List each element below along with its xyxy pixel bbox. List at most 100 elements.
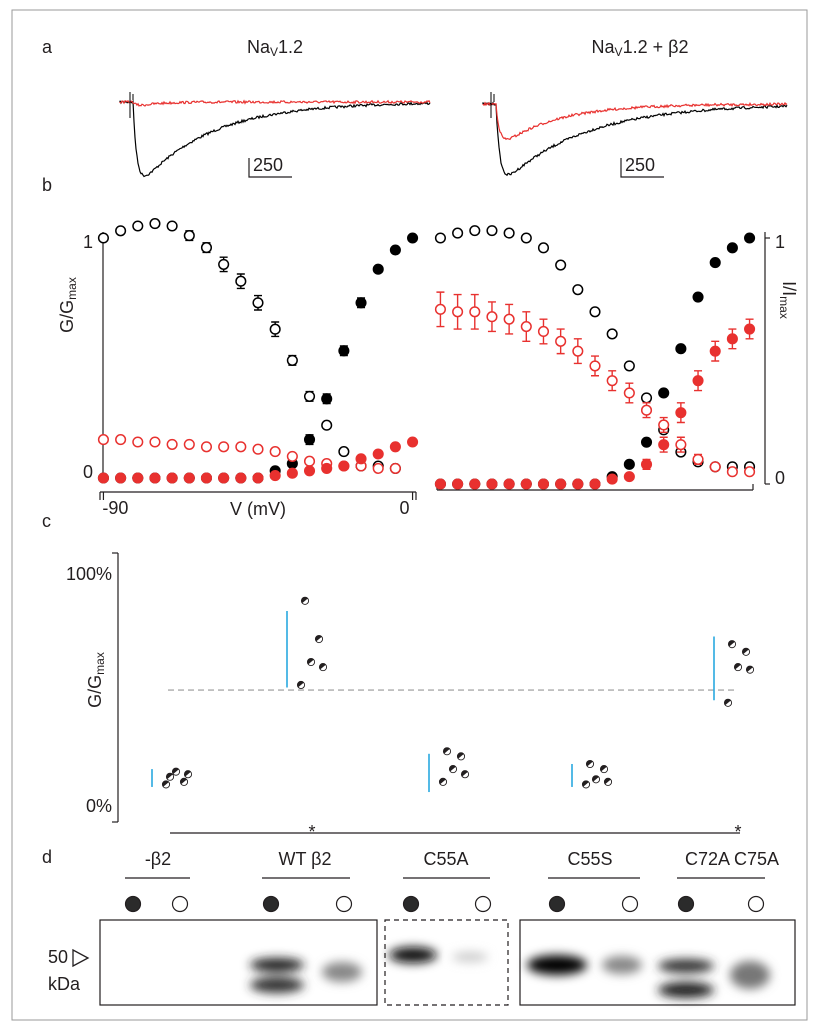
data-point [133,473,143,483]
data-point [573,346,583,356]
lane-label: C55S [567,849,612,869]
data-point [167,440,177,450]
data-point [202,473,212,483]
panel-label: a [42,37,53,57]
data-point [288,356,298,366]
mw-arrow [73,950,88,966]
data-point [728,243,738,253]
scale-label: 250 [625,155,655,175]
data-point [522,322,532,332]
blot-frame [100,920,377,1005]
data-point [676,344,686,354]
data-point [453,307,463,317]
y-tick-label: 0 [775,468,785,488]
panel-label: c [42,511,51,531]
data-point [116,473,126,483]
panel-label: d [42,847,52,867]
title-part: 1.2 + β2 [623,37,689,57]
data-point [556,479,566,489]
data-point [693,292,703,302]
data-point [676,408,686,418]
data-point [590,307,600,317]
data-point [522,479,532,489]
data-point [539,243,549,253]
data-point [236,442,246,452]
data-point [99,233,109,243]
data-point [219,442,229,452]
y-tick-label: 1 [775,232,785,252]
lane-markers [126,897,764,912]
data-point [556,337,566,347]
data-point [487,312,497,322]
lane-label: C72A C75A [685,849,779,869]
data-point [590,361,600,371]
data-point [288,468,298,478]
data-point [453,479,463,489]
data-point [642,405,652,415]
data-point [391,464,401,474]
data-point [436,233,446,243]
data-point [642,460,652,470]
data-point [728,334,738,344]
data-point [539,327,549,337]
data-point [391,442,401,452]
data-point [167,473,177,483]
data-point [504,314,514,324]
title-sub: V [615,45,623,59]
data-point [590,479,600,489]
data-point [305,456,315,466]
data-point [745,233,755,243]
data-point [202,243,212,253]
data-point [710,346,720,356]
data-point [373,449,383,459]
label-part: G/G [57,300,77,333]
data-point [236,473,246,483]
data-point [133,221,143,231]
blot-frame [385,920,508,1005]
x-tick-label: -90 [102,498,128,518]
label-sub: max [93,652,107,675]
y-tick-label: 0 [83,462,93,482]
data-point [504,228,514,238]
data-point [305,466,315,476]
y-axis-label: G/Gmax [57,277,79,333]
data-point [470,307,480,317]
data-point [642,393,652,403]
data-point [356,298,366,308]
data-point [305,392,315,402]
data-point [270,324,280,334]
bands [250,947,770,998]
significance-mark: * [308,822,315,842]
data-point [676,440,686,450]
data-point [607,474,617,484]
data-point [322,420,332,430]
current-traces [120,92,787,177]
title-sub: V [270,45,278,59]
data-point [185,231,195,241]
blot-image [100,920,795,1005]
data-point [710,462,720,472]
data-point [408,437,418,447]
data-point [253,473,263,483]
data-point [625,361,635,371]
data-point [693,455,703,465]
trace-title: NaV1.2 + β2 [592,37,689,59]
data-point [322,464,332,474]
data-point [150,219,160,229]
data-point [539,479,549,489]
y-axis-label: G/Gmax [85,652,107,708]
data-point [339,346,349,356]
label-part: I/I [779,281,799,296]
data-point [150,437,160,447]
data-point [522,233,532,243]
data-point [339,447,349,457]
trace-title: NaV1.2 [247,37,303,59]
data-point [436,305,446,315]
data-point [356,454,366,464]
data-point [219,473,229,483]
data-point [487,479,497,489]
data-point [625,472,635,482]
data-point [270,471,280,481]
x-axis-label: V (mV) [230,499,286,519]
data-point [253,444,263,454]
